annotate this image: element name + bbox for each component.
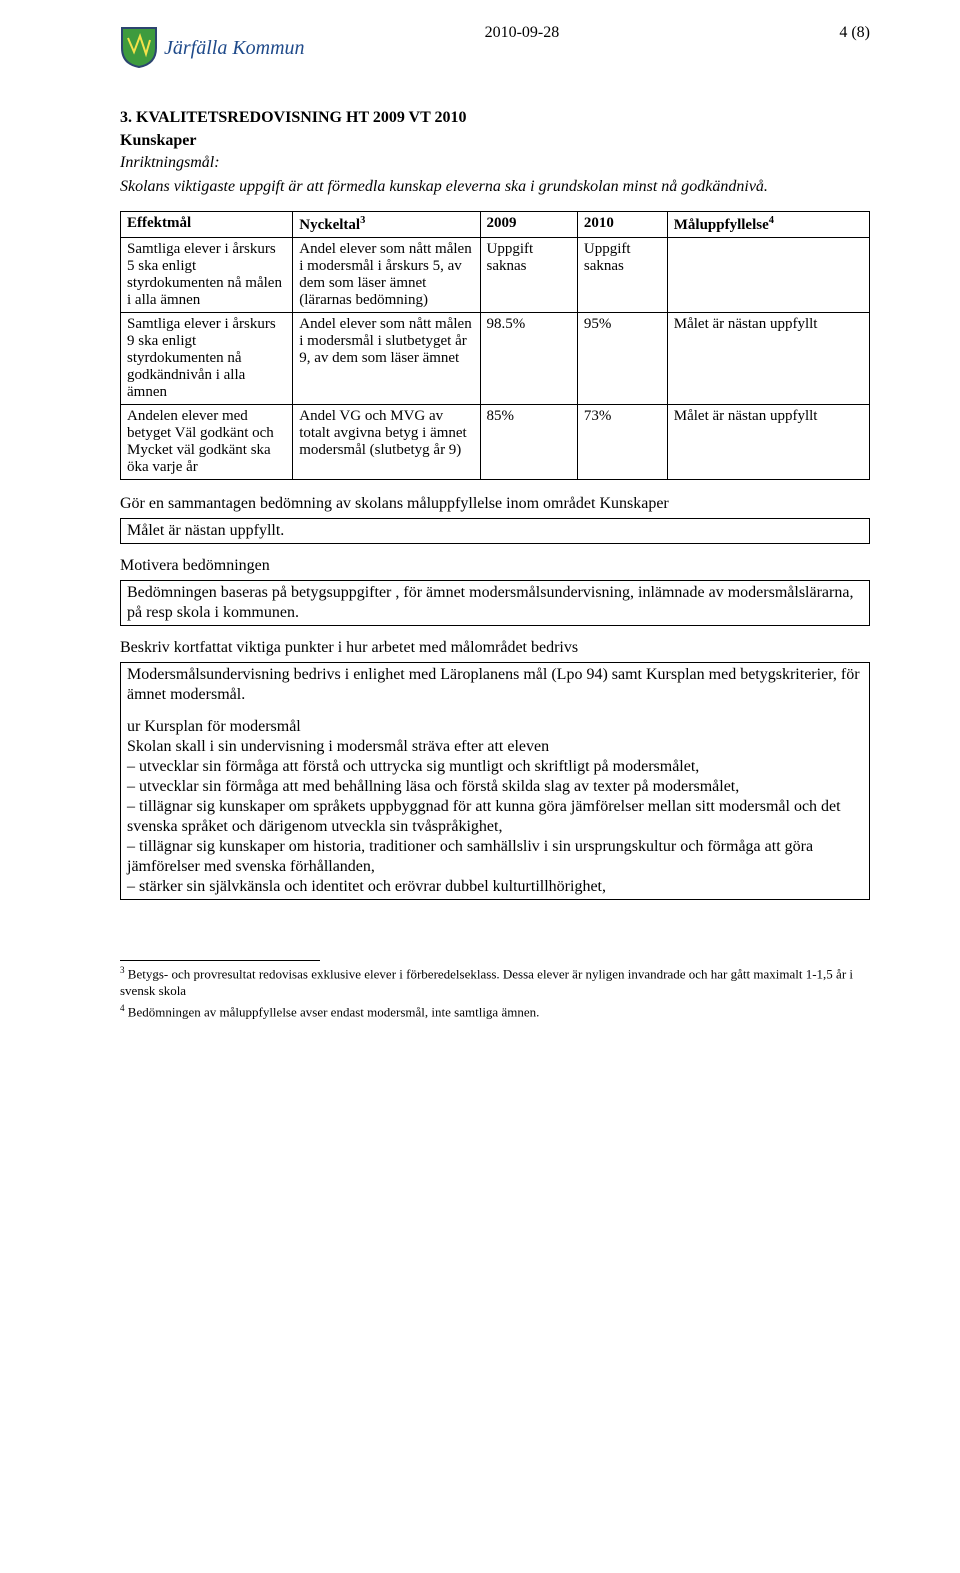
summary-box: Målet är nästan uppfyllt. — [120, 518, 870, 544]
document-page: Järfälla Kommun 2010-09-28 4 (8) 3. KVAL… — [0, 0, 960, 1573]
cell-malu: Målet är nästan uppfyllt — [667, 405, 869, 480]
cell-2010: Uppgift saknas — [577, 238, 667, 313]
beskriv-line: ur Kursplan för modersmål — [127, 717, 863, 737]
page-header: Järfälla Kommun 2010-09-28 4 (8) — [120, 24, 870, 73]
beskriv-line: – utvecklar sin förmåga att förstå och u… — [127, 757, 863, 777]
header-meta: 2010-09-28 4 (8) — [305, 24, 870, 42]
footnote-4: 4 Bedömningen av måluppfyllelse avser en… — [120, 1003, 870, 1021]
header-wrap: Järfälla Kommun 2010-09-28 4 (8) — [120, 24, 870, 73]
logo-block: Järfälla Kommun — [120, 24, 305, 73]
page-number: 4 (8) — [839, 24, 870, 42]
beskriv-line: Modersmålsundervisning bedrivs i enlighe… — [127, 665, 863, 705]
beskriv-box: Modersmålsundervisning bedrivs i enlighe… — [120, 662, 870, 900]
th-maluppfyllelse: Måluppfyllelse4 — [667, 212, 869, 238]
table-header-row: Effektmål Nyckeltal3 2009 2010 Måluppfyl… — [121, 212, 870, 238]
footnote-separator — [120, 960, 320, 961]
th-2010: 2010 — [577, 212, 667, 238]
beskriv-line: – utvecklar sin förmåga att med behållni… — [127, 777, 863, 797]
table-row: Samtliga elever i årskurs 5 ska enligt s… — [121, 238, 870, 313]
cell-2010: 95% — [577, 313, 667, 405]
inriktningsmal-label: Inriktningsmål: — [120, 153, 870, 173]
org-name: Järfälla Kommun — [164, 37, 305, 60]
summary-prompt: Gör en sammantagen bedömning av skolans … — [120, 494, 870, 514]
cell-malu — [667, 238, 869, 313]
motivera-box-text: Bedömningen baseras på betygsuppgifter ,… — [127, 583, 863, 623]
motivera-box: Bedömningen baseras på betygsuppgifter ,… — [120, 580, 870, 626]
cell-effektmal: Samtliga elever i årskurs 9 ska enligt s… — [121, 313, 293, 405]
section-heading: 3. KVALITETSREDOVISNING HT 2009 VT 2010 — [120, 109, 870, 127]
th-nyckeltal: Nyckeltal3 — [293, 212, 480, 238]
cell-malu: Målet är nästan uppfyllt — [667, 313, 869, 405]
th-2009: 2009 — [480, 212, 577, 238]
effektmal-table: Effektmål Nyckeltal3 2009 2010 Måluppfyl… — [120, 211, 870, 480]
cell-effektmal: Samtliga elever i årskurs 5 ska enligt s… — [121, 238, 293, 313]
table-row: Andelen elever med betyget Väl godkänt o… — [121, 405, 870, 480]
cell-2009: Uppgift saknas — [480, 238, 577, 313]
beskriv-line: – tillägnar sig kunskaper om språkets up… — [127, 797, 863, 837]
crest-icon — [120, 24, 158, 73]
kunskaper-label: Kunskaper — [120, 131, 870, 151]
beskriv-label: Beskriv kortfattat viktiga punkter i hur… — [120, 638, 870, 658]
beskriv-line: – tillägnar sig kunskaper om historia, t… — [127, 837, 863, 877]
cell-2009: 98.5% — [480, 313, 577, 405]
footnote-3: 3 Betygs- och provresultat redovisas exk… — [120, 965, 870, 999]
footnotes: 3 Betygs- och provresultat redovisas exk… — [120, 965, 870, 1020]
summary-box-text: Målet är nästan uppfyllt. — [127, 521, 863, 541]
cell-effektmal: Andelen elever med betyget Väl godkänt o… — [121, 405, 293, 480]
motivera-label: Motivera bedömningen — [120, 556, 870, 576]
table-row: Samtliga elever i årskurs 9 ska enligt s… — [121, 313, 870, 405]
th-effektmal: Effektmål — [121, 212, 293, 238]
cell-nyckeltal: Andel elever som nått målen i modersmål … — [293, 238, 480, 313]
document-date: 2010-09-28 — [485, 24, 560, 42]
beskriv-line: – stärker sin självkänsla och identitet … — [127, 877, 863, 897]
inriktningsmal-text: Skolans viktigaste uppgift är att förmed… — [120, 177, 870, 197]
cell-2009: 85% — [480, 405, 577, 480]
cell-nyckeltal: Andel VG och MVG av totalt avgivna betyg… — [293, 405, 480, 480]
beskriv-line: Skolan skall i sin undervisning i moders… — [127, 737, 863, 757]
cell-2010: 73% — [577, 405, 667, 480]
cell-nyckeltal: Andel elever som nått målen i modersmål … — [293, 313, 480, 405]
